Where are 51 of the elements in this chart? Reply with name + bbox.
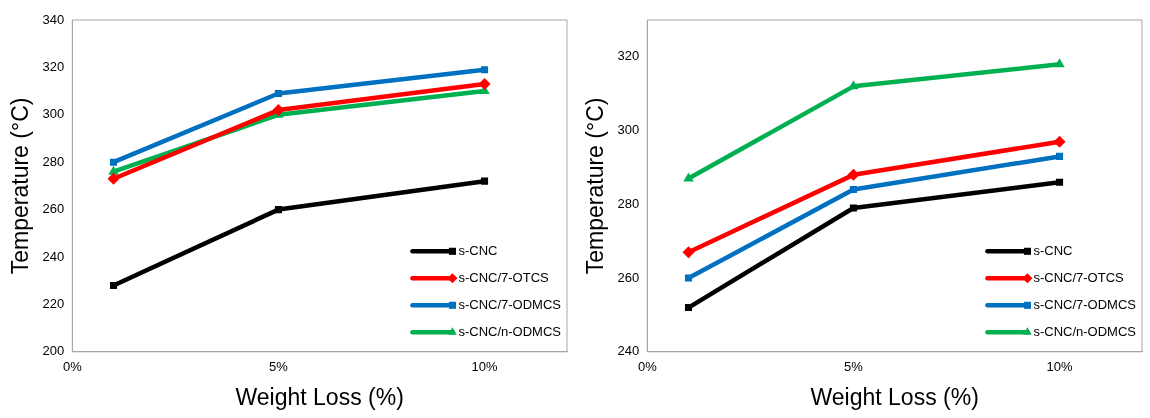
y-tick-label: 220 (42, 295, 65, 311)
y-axis-title: Temperature (°C) (7, 97, 34, 275)
point (849, 186, 857, 194)
y-tick-label: 320 (617, 48, 640, 64)
x-tick-label: 0% (637, 359, 658, 375)
y-tick-label: 240 (617, 343, 640, 359)
point (481, 177, 489, 185)
y-tick-label: 340 (42, 11, 65, 27)
y-tick-label: 240 (42, 248, 65, 264)
x-tick-label: 0% (62, 359, 83, 375)
legend-label: s-CNC (458, 242, 498, 258)
point (272, 104, 285, 117)
y-tick-label: 280 (42, 153, 65, 169)
x-tick-label: 10% (471, 359, 498, 375)
point (683, 172, 694, 182)
point (274, 206, 282, 214)
point (107, 172, 120, 185)
point (1054, 58, 1065, 68)
legend-label: s-CNC/7-ODMCS (458, 296, 562, 312)
legend-label: s-CNC/7-OTCS (458, 269, 550, 285)
x-axis-title: Weight Loss (%) (235, 383, 404, 410)
point (1056, 178, 1064, 186)
y-tick-label: 260 (617, 269, 640, 285)
point (1053, 135, 1066, 148)
point (481, 66, 489, 74)
y-tick-label: 260 (42, 201, 65, 217)
y-tick-label: 300 (42, 106, 65, 122)
point (109, 158, 118, 166)
point (682, 246, 695, 259)
x-tick-label: 5% (844, 359, 864, 375)
legend-label: s-CNC/7-ODMCS (1033, 296, 1137, 312)
point (684, 274, 693, 282)
y-tick-label: 320 (42, 58, 65, 74)
legend-label: s-CNC/7-OTCS (1033, 269, 1125, 285)
x-tick-label: 5% (269, 359, 289, 375)
point (109, 281, 118, 289)
y-tick-label: 300 (617, 122, 640, 138)
point (1056, 152, 1064, 160)
point (848, 80, 859, 90)
legend-label: s-CNC (1033, 242, 1073, 258)
legend-label: s-CNC/n-ODMCS (1033, 323, 1137, 339)
point (478, 77, 491, 90)
y-tick-label: 200 (42, 343, 65, 359)
x-tick-label: 10% (1046, 359, 1073, 375)
point (684, 304, 693, 312)
point (274, 89, 282, 98)
y-axis-title: Temperature (°C) (582, 97, 609, 275)
point (849, 204, 857, 212)
legend-label: s-CNC/n-ODMCS (458, 323, 562, 339)
x-axis-title: Weight Loss (%) (810, 383, 979, 410)
y-tick-label: 280 (617, 195, 640, 211)
